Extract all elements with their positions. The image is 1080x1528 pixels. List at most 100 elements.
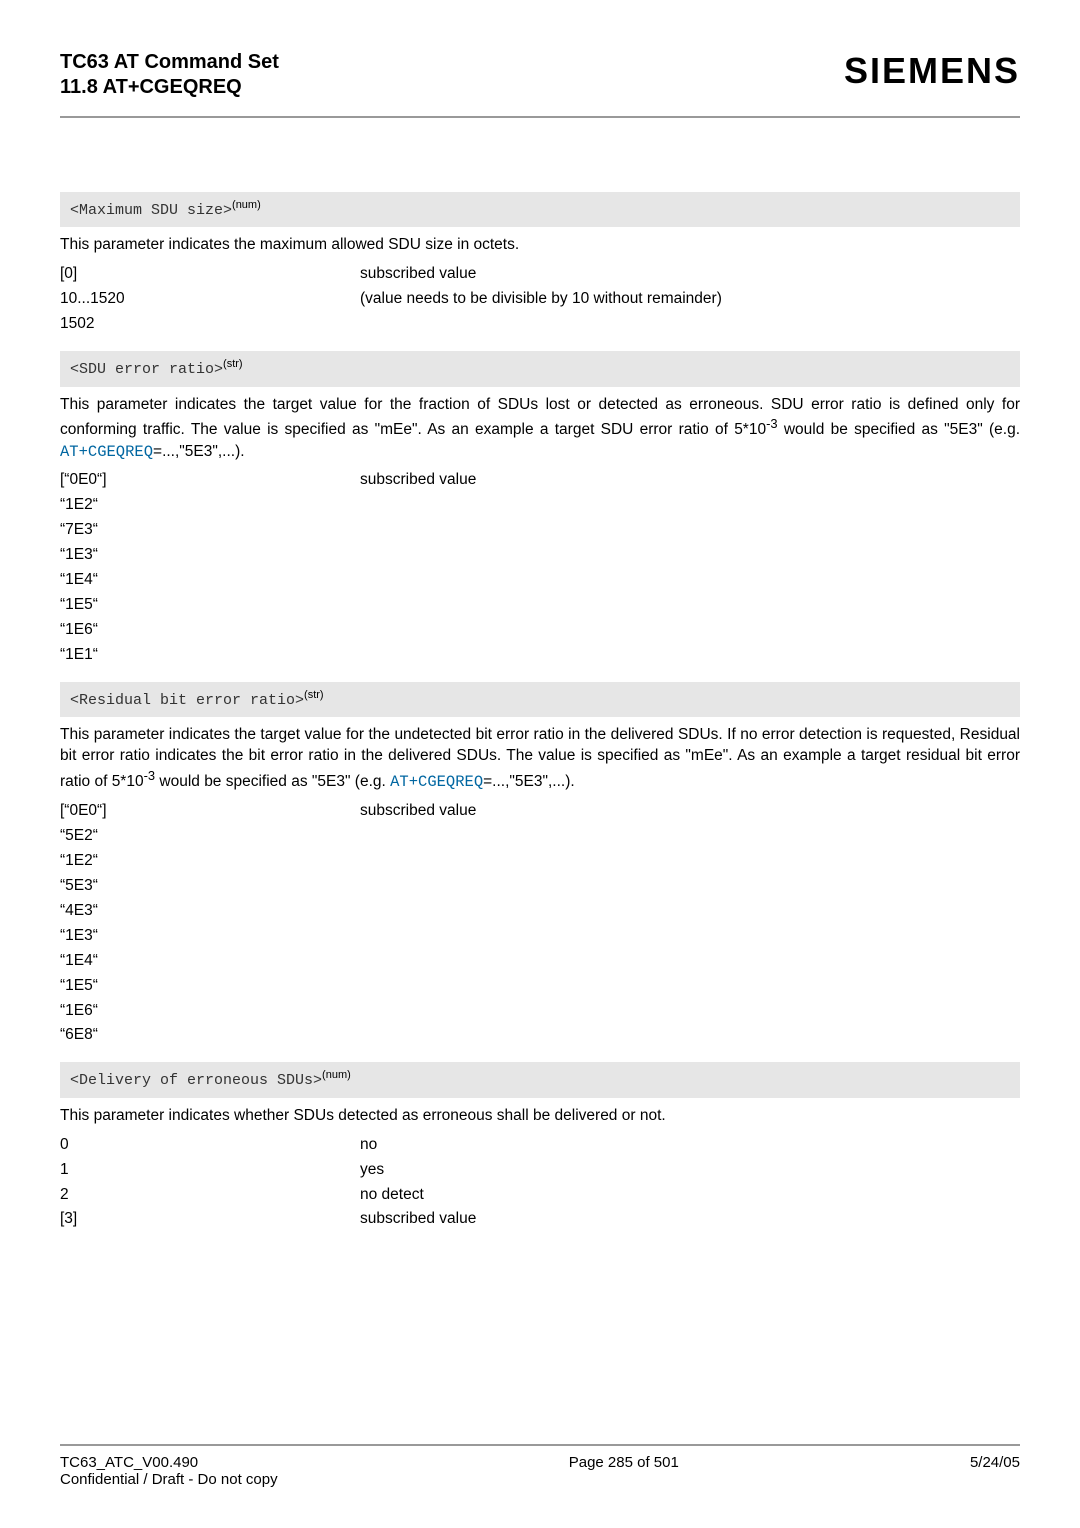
- param-key: “5E2“: [60, 824, 360, 849]
- doc-subtitle: 11.8 AT+CGEQREQ: [60, 75, 279, 100]
- param-val: subscribed value: [360, 468, 476, 493]
- header: TC63 AT Command Set 11.8 AT+CGEQREQ SIEM…: [60, 50, 1020, 112]
- param-key: “1E3“: [60, 924, 360, 949]
- param-val: (value needs to be divisible by 10 witho…: [360, 287, 722, 312]
- param-table: [“0E0“]subscribed value “1E2“ “7E3“ “1E3…: [60, 468, 476, 667]
- table-row: “1E2“: [60, 493, 476, 518]
- footer-left: TC63_ATC_V00.490 Confidential / Draft - …: [60, 1454, 278, 1488]
- param-val: [360, 899, 476, 924]
- table-row: “1E2“: [60, 849, 476, 874]
- param-sup: (str): [223, 358, 243, 370]
- param-val: [360, 568, 476, 593]
- table-row: “1E5“: [60, 974, 476, 999]
- param-table: 0no 1yes 2no detect [3]subscribed value: [60, 1133, 476, 1233]
- table-row: 1502: [60, 312, 722, 337]
- param-key: “1E1“: [60, 643, 360, 668]
- param-key: “6E8“: [60, 1023, 360, 1048]
- table-row: “1E6“: [60, 999, 476, 1024]
- table-row: [0]subscribed value: [60, 262, 722, 287]
- footer-confidential: Confidential / Draft - Do not copy: [60, 1471, 278, 1488]
- param-val: subscribed value: [360, 1207, 476, 1232]
- param-key: [“0E0“]: [60, 799, 360, 824]
- table-row: 0no: [60, 1133, 476, 1158]
- param-val: [360, 643, 476, 668]
- param-sup: (str): [304, 689, 324, 701]
- param-val: [360, 618, 476, 643]
- param-key: “7E3“: [60, 518, 360, 543]
- table-row: 2no detect: [60, 1183, 476, 1208]
- param-band-delivery: <Delivery of erroneous SDUs>(num): [60, 1062, 1020, 1097]
- param-key: 1502: [60, 312, 360, 337]
- param-key: “1E6“: [60, 999, 360, 1024]
- param-desc: This parameter indicates the target valu…: [60, 725, 1020, 793]
- param-val: [360, 518, 476, 543]
- param-val: [360, 312, 722, 337]
- param-val: [360, 493, 476, 518]
- param-sup: (num): [322, 1069, 351, 1081]
- param-key: [3]: [60, 1207, 360, 1232]
- brand-logo: SIEMENS: [844, 50, 1020, 92]
- param-key: 10...1520: [60, 287, 360, 312]
- param-key: “5E3“: [60, 874, 360, 899]
- param-val: subscribed value: [360, 262, 722, 287]
- param-key: 2: [60, 1183, 360, 1208]
- param-val: [360, 543, 476, 568]
- param-key: “1E6“: [60, 618, 360, 643]
- desc-text: =...,"5E3",...).: [153, 443, 245, 460]
- footer-version: TC63_ATC_V00.490: [60, 1454, 198, 1471]
- param-key: “1E2“: [60, 493, 360, 518]
- param-key: “1E2“: [60, 849, 360, 874]
- table-row: “5E3“: [60, 874, 476, 899]
- param-code: <Maximum SDU size>: [70, 202, 232, 219]
- page: TC63 AT Command Set 11.8 AT+CGEQREQ SIEM…: [0, 0, 1080, 1528]
- table-row: [“0E0“]subscribed value: [60, 468, 476, 493]
- param-key: “1E3“: [60, 543, 360, 568]
- param-key: “1E4“: [60, 568, 360, 593]
- content-body: <Maximum SDU size>(num) This parameter i…: [60, 178, 1020, 1444]
- param-val: no: [360, 1133, 476, 1158]
- param-table: [“0E0“]subscribed value “5E2“ “1E2“ “5E3…: [60, 799, 476, 1048]
- table-row: 10...1520(value needs to be divisible by…: [60, 287, 722, 312]
- table-row: “1E4“: [60, 949, 476, 974]
- param-band-sdu-error: <SDU error ratio>(str): [60, 351, 1020, 386]
- param-key: [0]: [60, 262, 360, 287]
- param-val: [360, 974, 476, 999]
- param-table: [0]subscribed value 10...1520(value need…: [60, 262, 722, 337]
- desc-exponent: -3: [766, 416, 777, 431]
- doc-title: TC63 AT Command Set: [60, 50, 279, 75]
- header-divider: [60, 116, 1020, 118]
- table-row: “1E5“: [60, 593, 476, 618]
- footer-right: 5/24/05: [970, 1454, 1020, 1488]
- param-code: <Residual bit error ratio>: [70, 692, 304, 709]
- at-command-link[interactable]: AT+CGEQREQ: [390, 773, 483, 791]
- param-key: “4E3“: [60, 899, 360, 924]
- table-row: 1yes: [60, 1158, 476, 1183]
- footer: TC63_ATC_V00.490 Confidential / Draft - …: [60, 1444, 1020, 1488]
- desc-text: would be specified as "5E3" (e.g.: [155, 773, 390, 790]
- param-key: 0: [60, 1133, 360, 1158]
- table-row: [“0E0“]subscribed value: [60, 799, 476, 824]
- at-command-link[interactable]: AT+CGEQREQ: [60, 443, 153, 461]
- table-row: “7E3“: [60, 518, 476, 543]
- param-val: no detect: [360, 1183, 476, 1208]
- desc-text: =...,"5E3",...).: [483, 773, 575, 790]
- param-key: “1E5“: [60, 593, 360, 618]
- param-band-max-sdu: <Maximum SDU size>(num): [60, 192, 1020, 227]
- table-row: “1E3“: [60, 543, 476, 568]
- param-key: 1: [60, 1158, 360, 1183]
- param-key: [“0E0“]: [60, 468, 360, 493]
- desc-exponent: -3: [144, 768, 155, 783]
- param-desc: This parameter indicates the target valu…: [60, 395, 1020, 463]
- table-row: “1E6“: [60, 618, 476, 643]
- table-row: “1E4“: [60, 568, 476, 593]
- table-row: “1E3“: [60, 924, 476, 949]
- param-val: [360, 1023, 476, 1048]
- param-key: “1E5“: [60, 974, 360, 999]
- table-row: [3]subscribed value: [60, 1207, 476, 1232]
- table-row: “6E8“: [60, 1023, 476, 1048]
- param-val: [360, 949, 476, 974]
- param-sup: (num): [232, 199, 261, 211]
- param-desc: This parameter indicates whether SDUs de…: [60, 1106, 1020, 1127]
- param-val: [360, 849, 476, 874]
- table-row: “4E3“: [60, 899, 476, 924]
